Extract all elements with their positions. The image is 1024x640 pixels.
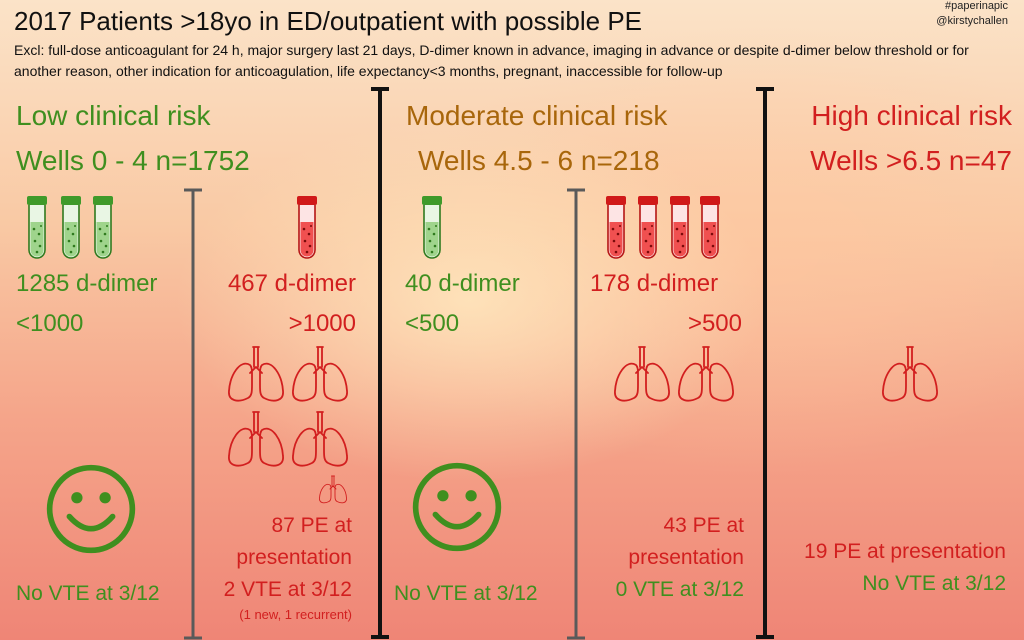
lungs-icon-small (318, 475, 348, 505)
low-risk-heading: Low clinical risk (16, 100, 211, 131)
moderate-wells-heading: Wells 4.5 - 6 n=218 (418, 145, 660, 176)
low-pos-count: 467 d-dimer (227, 270, 356, 297)
low-pos-pe-line2: presentation (236, 546, 352, 569)
test-tube-red-icon (636, 196, 660, 260)
moderate-pos-threshold: >500 (687, 310, 742, 337)
low-pos-threshold: >1000 (288, 310, 356, 337)
main-divider-1 (371, 87, 389, 639)
high-pe: 19 PE at presentation (804, 540, 1006, 563)
exclusion-criteria: Excl: full-dose anticoagulant for 24 h, … (14, 42, 969, 79)
page-title: 2017 Patients >18yo in ED/outpatient wit… (14, 6, 643, 36)
test-tube-green-icon (59, 196, 83, 260)
lungs-icon (676, 345, 736, 405)
test-tube-red-icon (668, 196, 692, 260)
high-vte: No VTE at 3/12 (862, 572, 1006, 595)
high-risk-heading: High clinical risk (811, 100, 1012, 131)
low-neg-count: 1285 d-dimer (16, 270, 158, 297)
test-tube-green-icon (25, 196, 49, 260)
test-tube-green-icon (420, 196, 444, 260)
smiley-face-icon (44, 462, 138, 556)
test-tube-red-icon (698, 196, 722, 260)
low-neg-outcome: No VTE at 3/12 (16, 582, 160, 605)
sub-divider-low (184, 188, 202, 640)
moderate-neg-threshold: <500 (405, 310, 460, 337)
lungs-icon (290, 410, 350, 470)
lungs-icon (226, 410, 286, 470)
high-wells-heading: Wells >6.5 n=47 (810, 145, 1012, 176)
sub-divider-moderate (567, 188, 585, 640)
test-tube-green-icon (91, 196, 115, 260)
lungs-icon (880, 345, 940, 405)
author-handle: @kirstychallen (936, 15, 1008, 27)
lungs-icon (612, 345, 672, 405)
lungs-icon (226, 345, 286, 405)
low-pos-vte: 2 VTE at 3/12 (223, 578, 352, 601)
moderate-neg-count: 40 d-dimer (405, 270, 520, 297)
moderate-pos-pe-line2: presentation (628, 546, 744, 569)
test-tube-red-icon (604, 196, 628, 260)
moderate-neg-outcome: No VTE at 3/12 (394, 582, 538, 605)
lungs-icon (290, 345, 350, 405)
low-wells-heading: Wells 0 - 4 n=1752 (16, 145, 250, 176)
moderate-pos-count: 178 d-dimer (590, 270, 719, 297)
moderate-risk-heading: Moderate clinical risk (406, 100, 668, 131)
moderate-pos-pe-line1: 43 PE at (663, 514, 744, 537)
hashtag: #paperinapic (945, 0, 1008, 12)
low-pos-pe-line1: 87 PE at (271, 514, 352, 537)
low-pos-vte-note: (1 new, 1 recurrent) (239, 607, 352, 622)
moderate-pos-vte: 0 VTE at 3/12 (615, 578, 744, 601)
test-tube-red-icon (295, 196, 319, 260)
smiley-face-icon (410, 460, 504, 554)
low-neg-threshold: <1000 (16, 310, 84, 337)
main-divider-2 (756, 87, 774, 639)
